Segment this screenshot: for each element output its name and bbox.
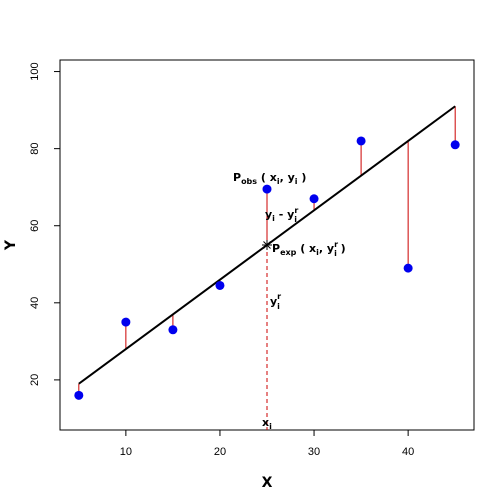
data-point (168, 325, 178, 335)
y-tick-label: 20 (29, 374, 41, 386)
x-axis: 10 20 30 40 (120, 430, 414, 458)
data-point (74, 390, 84, 400)
x-tick-label: 40 (402, 446, 414, 458)
annotation-y-fit: yr i (270, 292, 281, 311)
data-points (74, 136, 460, 400)
annotation-x-i: xi (262, 416, 272, 431)
expected-point-marker (262, 240, 272, 250)
star-marker-stroke (263, 241, 271, 249)
y-axis: 20 40 60 80 100 (29, 62, 60, 386)
y-tick-label: 100 (29, 62, 41, 80)
x-axis-title: X (262, 475, 273, 491)
data-point (262, 184, 272, 194)
data-point (309, 194, 319, 204)
data-point (450, 140, 460, 150)
data-point (121, 317, 131, 327)
annotation-p-exp: Pexp ( xi, yr i ) (272, 240, 346, 258)
y-axis-title: Y (3, 239, 19, 251)
x-tick-label: 30 (308, 446, 320, 458)
x-tick-label: 10 (120, 446, 132, 458)
annotation-residual: yi - yr i (265, 206, 298, 224)
y-tick-label: 80 (29, 143, 41, 155)
data-point (403, 263, 413, 273)
data-point (356, 136, 366, 146)
y-tick-label: 40 (29, 297, 41, 309)
x-tick-label: 20 (214, 446, 226, 458)
data-point (215, 280, 225, 290)
annotation-p-obs: Pobs ( xi, yi ) (233, 171, 306, 186)
y-tick-label: 60 (29, 220, 41, 232)
